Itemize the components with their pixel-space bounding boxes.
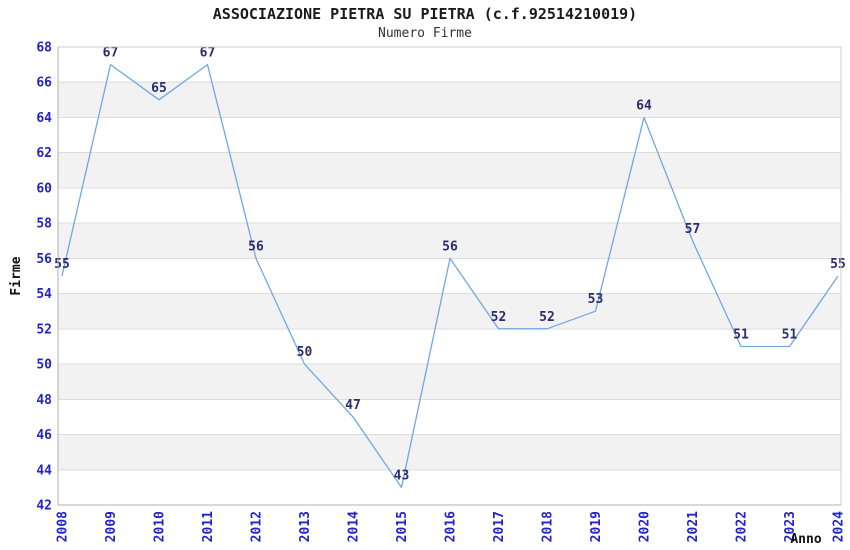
y-tick-label: 64	[36, 111, 52, 126]
grid-band	[58, 293, 841, 329]
y-tick-label: 60	[36, 181, 52, 196]
data-point-label: 64	[636, 99, 652, 114]
data-point-label: 55	[830, 257, 846, 272]
data-point-label: 43	[394, 468, 410, 483]
y-tick-label: 54	[36, 287, 52, 302]
y-tick-label: 46	[36, 428, 52, 443]
y-tick-label: 56	[36, 252, 52, 267]
x-tick-label: 2008	[56, 511, 71, 542]
data-point-label: 51	[733, 328, 749, 343]
x-tick-label: 2020	[638, 511, 653, 542]
data-point-label: 67	[103, 46, 119, 61]
y-axis-tick-labels: 42 44 46 48 50 52 54 56 58 60 62 64 66 68	[36, 41, 52, 514]
x-tick-label: 2024	[832, 511, 847, 542]
chart-subtitle: Numero Firme	[378, 26, 472, 41]
x-tick-label: 2013	[298, 511, 313, 542]
y-tick-label: 58	[36, 217, 52, 232]
data-point-label: 52	[539, 310, 555, 325]
background-bands	[58, 82, 841, 470]
plot-borders	[57, 46, 842, 506]
data-point-label: 57	[685, 222, 701, 237]
data-point-labels: 55 67 65 67 56 50 47 43 56 52 52 53 64 57 51 51 55	[54, 46, 846, 484]
data-point-label: 65	[151, 81, 167, 96]
data-point-label: 52	[491, 310, 507, 325]
grid-band	[58, 152, 841, 188]
data-point-label: 53	[588, 292, 604, 307]
x-tick-label: 2009	[104, 511, 119, 542]
x-tick-label: 2010	[153, 511, 168, 542]
data-point-label: 56	[248, 239, 264, 254]
x-tick-label: 2022	[735, 511, 750, 542]
x-axis-title: Anno	[790, 532, 821, 547]
grid-band	[58, 82, 841, 118]
x-tick-label: 2023	[783, 511, 798, 542]
y-tick-label: 50	[36, 358, 52, 373]
x-tick-label: 2017	[492, 511, 507, 542]
y-tick-label: 48	[36, 393, 52, 408]
gridlines	[58, 81, 841, 471]
y-tick-label: 52	[36, 322, 52, 337]
x-tick-label: 2015	[395, 511, 410, 542]
x-axis-tick-labels: 2008 2009 2010 2011 2012 2013 2014 2015 2016 2017…	[56, 511, 847, 542]
y-tick-label: 44	[36, 463, 52, 478]
y-tick-label: 62	[36, 146, 52, 161]
x-tick-label: 2018	[541, 511, 556, 542]
x-tick-label: 2014	[347, 511, 362, 542]
x-tick-label: 2021	[686, 511, 701, 542]
y-axis-title: Firme	[9, 256, 24, 295]
x-tick-label: 2019	[589, 511, 604, 542]
grid-band	[58, 223, 841, 259]
x-tick-label: 2012	[250, 511, 265, 542]
data-series	[61, 63, 839, 489]
y-tick-label: 68	[36, 41, 52, 56]
data-point-label: 47	[345, 398, 361, 413]
x-tick-label: 2011	[201, 511, 216, 542]
data-point-label: 55	[54, 257, 70, 272]
data-point-label: 50	[297, 345, 313, 360]
data-point-label: 51	[782, 328, 798, 343]
x-tick-label: 2016	[444, 511, 459, 542]
grid-band	[58, 434, 841, 470]
data-point-label: 56	[442, 239, 458, 254]
y-tick-label: 66	[36, 76, 52, 91]
chart-line	[61, 63, 839, 489]
chart-title: ASSOCIAZIONE PIETRA SU PIETRA (c.f.92514…	[212, 5, 638, 23]
y-tick-label: 42	[36, 499, 52, 514]
grid-band	[58, 364, 841, 400]
data-point-label: 67	[200, 46, 216, 61]
